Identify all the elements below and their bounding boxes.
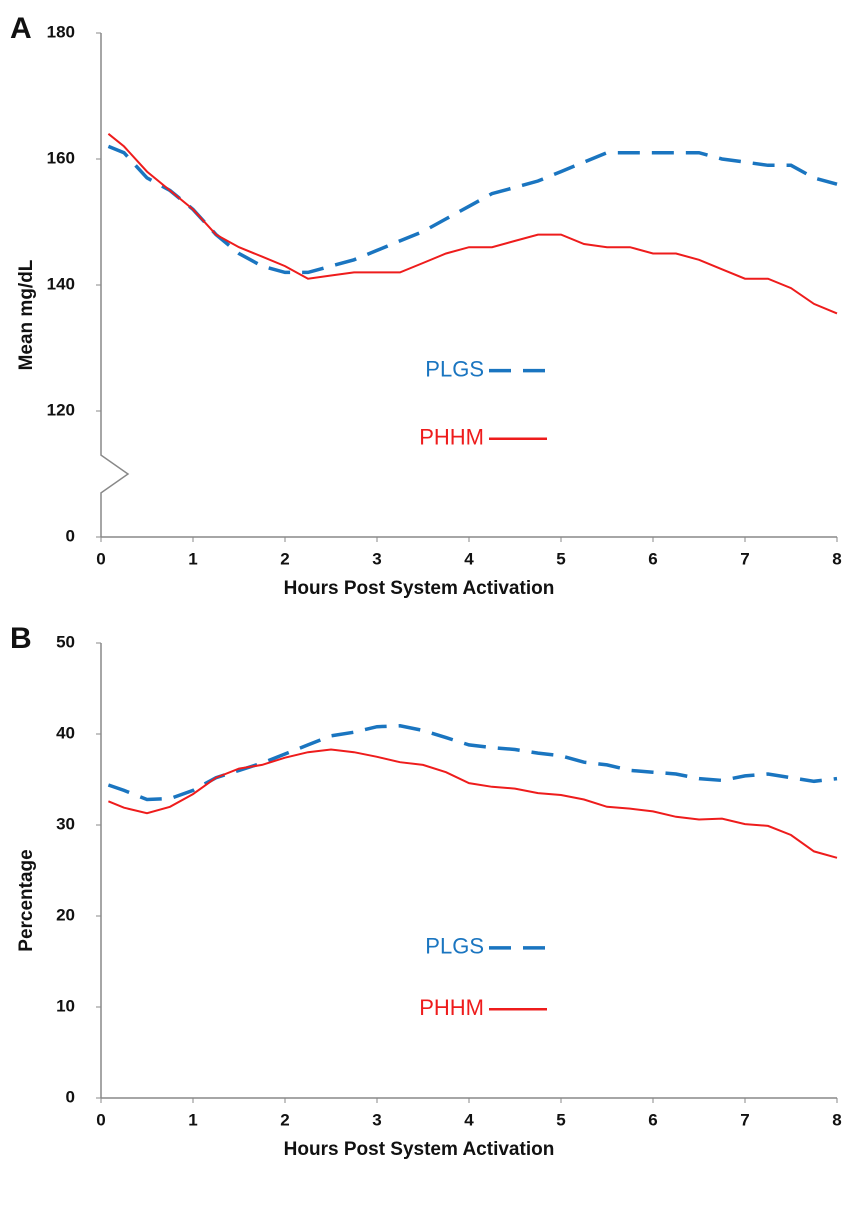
- x-tick-label: 7: [740, 549, 749, 568]
- x-tick-label: 0: [96, 1110, 105, 1129]
- x-tick-label: 5: [556, 1110, 565, 1129]
- x-tick-label: 4: [464, 1110, 474, 1129]
- x-tick-label: 1: [188, 549, 197, 568]
- series-line: [107, 724, 838, 802]
- series-line: [107, 133, 838, 315]
- y-tick-label: 40: [56, 723, 75, 742]
- y-tick-label: 30: [56, 814, 75, 833]
- y-tick-label: 160: [47, 148, 75, 167]
- y-tick-label: 50: [56, 632, 75, 651]
- series-line: [107, 144, 838, 275]
- x-tick-label: 7: [740, 1110, 749, 1129]
- y-tick-label: 10: [56, 996, 75, 1015]
- y-axis: [100, 33, 130, 537]
- series-line: [108, 748, 838, 859]
- x-tick-label: 1: [188, 1110, 197, 1129]
- y-axis-title: Mean mg/dL: [16, 259, 37, 370]
- x-tick-label: 2: [280, 1110, 289, 1129]
- x-tick-label: 0: [96, 549, 105, 568]
- y-tick-label: 20: [56, 905, 75, 924]
- legend-label: PHHM: [419, 995, 484, 1020]
- x-axis-title: Hours Post System Activation: [284, 578, 555, 599]
- legend-label: PLGS: [425, 934, 484, 959]
- x-tick-label: 2: [280, 549, 289, 568]
- x-tick-label: 4: [464, 549, 474, 568]
- y-tick-label: 0: [66, 526, 75, 545]
- y-tick-label: 180: [47, 22, 75, 41]
- x-tick-label: 6: [648, 549, 657, 568]
- x-tick-label: 3: [372, 1110, 381, 1129]
- panel-label: B: [10, 622, 32, 655]
- x-tick-label: 5: [556, 549, 565, 568]
- x-tick-label: 8: [832, 549, 841, 568]
- x-tick-label: 3: [372, 549, 381, 568]
- legend-label: PLGS: [425, 356, 484, 381]
- x-tick-label: 6: [648, 1110, 657, 1129]
- y-axis-title: Percentage: [16, 849, 37, 951]
- x-axis-title: Hours Post System Activation: [284, 1139, 555, 1160]
- panel-label: A: [10, 12, 32, 45]
- y-tick-label: 140: [47, 274, 75, 293]
- x-tick-label: 8: [832, 1110, 841, 1129]
- y-tick-label: 0: [66, 1087, 75, 1106]
- y-tick-label: 120: [47, 400, 75, 419]
- legend-label: PHHM: [419, 425, 484, 450]
